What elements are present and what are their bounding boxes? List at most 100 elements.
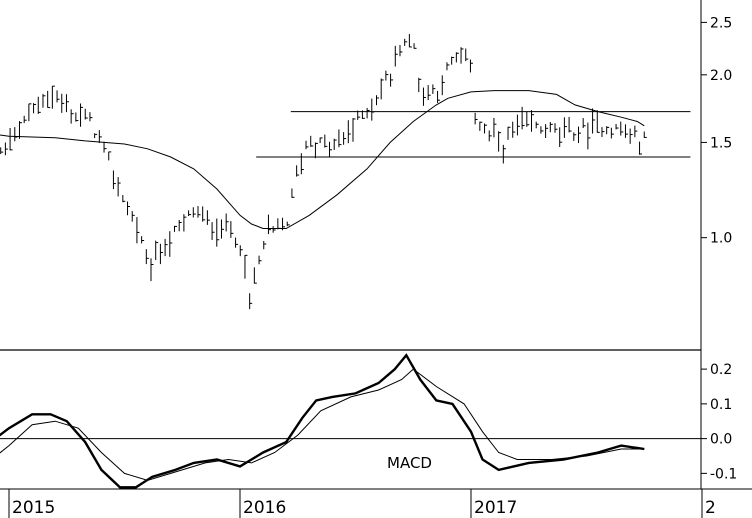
price-bar [206,210,210,225]
price-bar [545,124,549,138]
price-bar [531,110,535,132]
price-bar [437,90,441,103]
price-bar [549,122,553,133]
price-bar [422,87,426,106]
price-bar [394,45,398,67]
price-bar [479,121,483,131]
price-bar [131,211,135,222]
price-bar [98,130,102,144]
price-bar [103,141,107,153]
price-bar [432,84,436,94]
price-bar [47,90,51,109]
price-y-tick-label: 1.0 [710,231,732,247]
price-y-tick-label: 2.0 [710,68,732,84]
price-bar [559,127,563,147]
macd-y-tick-label: 0.0 [710,432,732,448]
price-bar [33,103,37,114]
x-tick-label: 2015 [12,498,55,518]
price-bar [178,219,182,232]
macd-panel: MACD 0.2 0.1 0.0 -0.1 [0,350,737,489]
macd-label: MACD [387,454,432,472]
price-bar [225,213,229,232]
price-bar [141,236,145,244]
price-bar [507,126,511,140]
price-bar [371,98,375,121]
price-bar [192,207,196,218]
price-bar [338,129,342,148]
price-bar [573,132,577,141]
price-bar [253,267,257,284]
price-bar [127,201,131,216]
price-bar [540,126,544,134]
price-bar [235,237,239,248]
macd-y-ticks: 0.2 0.1 0.0 -0.1 [701,362,737,482]
price-bar [455,52,459,63]
price-bar [587,122,591,150]
price-bar [169,231,173,257]
price-bar [70,109,74,124]
x-tick-label: 2016 [243,498,286,518]
price-bar [629,128,633,144]
price-y-tick-label: 2.5 [710,15,732,31]
price-bar [413,43,417,49]
price-bar [390,73,394,87]
price-bar [263,240,267,250]
price-bar [446,62,450,71]
price-bar [122,195,126,203]
price-bar [188,210,192,216]
price-bar [469,59,473,73]
price-bar [61,93,65,113]
price-bar [155,240,159,261]
price-bar [296,165,300,177]
price-bar [347,120,351,144]
price-bar [23,115,27,124]
price-bar [258,255,262,265]
price-bar [117,177,121,197]
macd-line [0,353,645,489]
x-axis: 2015 2016 2017 2 [0,488,752,518]
price-bar [620,121,624,136]
price-bar [639,141,643,155]
price-bar [502,144,506,164]
x-tick-label: 2017 [474,498,517,518]
price-bar [427,85,431,101]
price-bar [418,77,422,93]
price-bar [516,114,520,136]
price-bar [14,127,18,142]
price-bar [451,56,455,65]
price-bar [324,134,328,148]
price-bar [272,226,276,233]
price-bar [521,106,525,130]
x-axis-ticks: 2015 2016 2017 2 [8,489,716,518]
price-bar [375,95,379,106]
price-bar [314,142,318,159]
price-bar [498,131,502,152]
price-bar [173,225,177,232]
price-bar [441,75,445,96]
price-bar [18,121,22,139]
price-bar [535,121,539,129]
price-bar [399,45,403,57]
price-bar [230,221,234,238]
price-bar [610,127,614,139]
price-bar [592,108,596,134]
price-bar [385,70,389,81]
price-bar [211,222,215,240]
price-bar [28,103,32,122]
price-bar [568,116,572,133]
price-bar [582,118,586,129]
price-bar [286,221,290,227]
price-bar [150,258,154,282]
macd-y-tick-label: 0.2 [710,362,732,378]
price-bar [319,137,323,144]
price-bar [0,147,4,155]
price-bar [634,125,638,138]
price-panel: 1.0 1.5 2.0 2.5 [0,0,732,350]
price-bar [300,153,304,175]
price-bar [474,112,478,125]
macd-signal-line [0,368,645,481]
price-bar [9,127,13,151]
price-bar [216,218,220,247]
price-bar [465,48,469,62]
price-bar [596,110,600,133]
